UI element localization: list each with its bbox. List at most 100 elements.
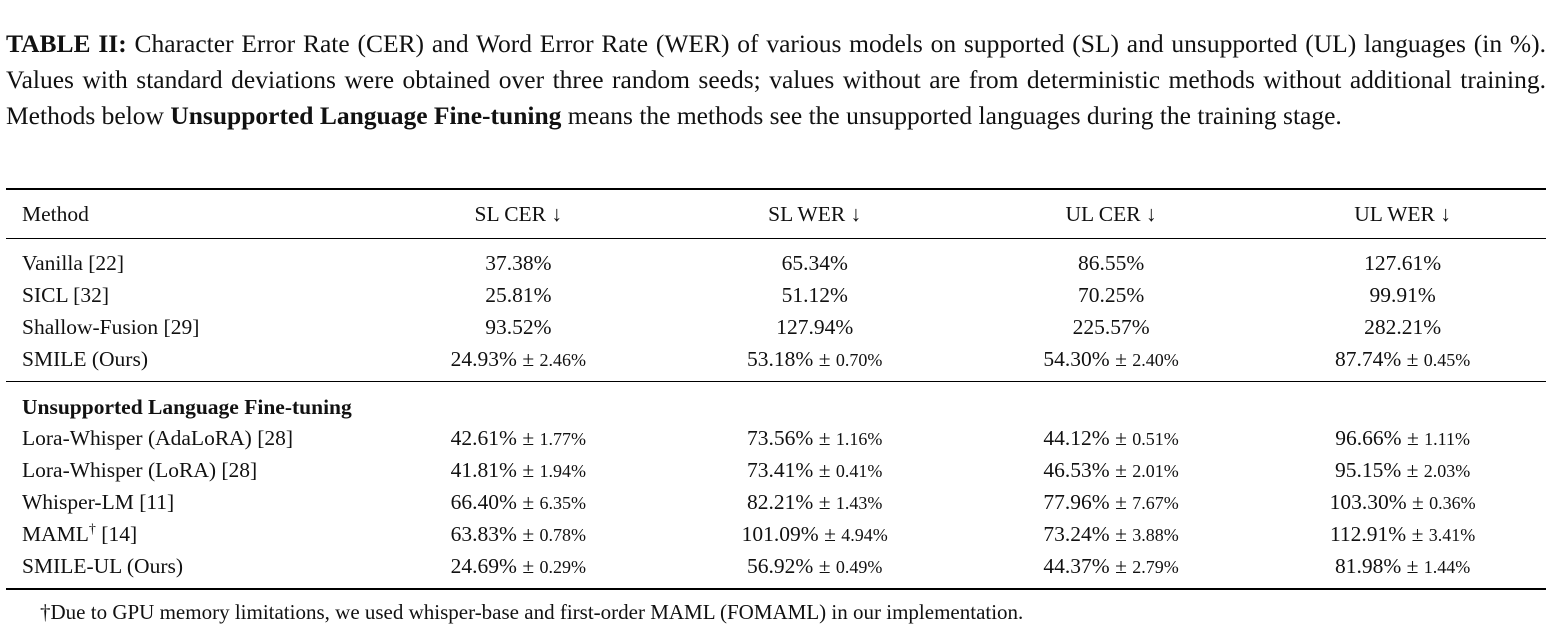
method-cell: Shallow-Fusion [29] <box>6 311 370 343</box>
caption-emphasis: Unsupported Language Fine-tuning <box>170 101 562 130</box>
header-sl-cer: SL CER ↓ <box>370 188 667 239</box>
plus-minus-sign: ± <box>813 553 836 578</box>
table-row: Lora-Whisper (AdaLoRA) [28] 42.61% ± 1.77… <box>6 422 1546 454</box>
plus-minus-sign: ± <box>516 489 540 514</box>
plus-minus-sign: ± <box>1109 521 1133 546</box>
ul-wer-cell: 81.98% ± 1.44% <box>1259 550 1546 590</box>
plus-minus-sign: ± <box>516 425 540 450</box>
ul-wer-cell: 112.91% ± 3.41% <box>1259 518 1546 550</box>
std-deviation: 2.46% <box>539 349 587 370</box>
sl-wer-cell: 82.21% ± 1.43% <box>666 486 963 518</box>
plus-minus-sign: ± <box>818 521 842 546</box>
std-deviation: 6.35% <box>539 492 587 513</box>
ul-cer-cell: 44.12% ± 0.51% <box>963 422 1259 454</box>
sl-wer-cell: 56.92% ± 0.49% <box>666 550 963 590</box>
sl-wer-cell: 51.12% <box>666 279 963 311</box>
value: 112.91% <box>1329 521 1407 546</box>
header-ul-cer: UL CER ↓ <box>962 188 1260 239</box>
method-cell: SMILE-UL (Ours) <box>6 550 371 590</box>
value: 51.12% <box>781 282 848 307</box>
method-name: Shallow-Fusion [29] <box>22 314 200 339</box>
section-heading: Unsupported Language Fine-tuning <box>22 394 352 419</box>
value: 82.21% <box>747 489 814 514</box>
ul-wer-cell: 127.61% <box>1259 239 1546 280</box>
value: 53.18% <box>747 346 814 371</box>
sl-cer-cell: 42.61% ± 1.77% <box>370 422 666 454</box>
std-deviation: 2.79% <box>1132 556 1179 577</box>
plus-minus-sign: ± <box>813 346 836 371</box>
plus-minus-sign: ± <box>1109 553 1133 578</box>
plus-minus-sign: ± <box>1109 489 1133 514</box>
sl-cer-cell: 63.83% ± 0.78% <box>370 518 666 550</box>
table-row: Vanilla [22] 37.38% 65.34% 86.55% 127.61% <box>6 239 1546 280</box>
ul-wer-cell: 99.91% <box>1259 279 1546 311</box>
value: 103.30% <box>1329 489 1407 514</box>
ul-cer-cell: 44.37% ± 2.79% <box>962 550 1260 590</box>
method-cell: Vanilla [22] <box>6 239 370 280</box>
ul-cer-cell: 70.25% <box>963 279 1259 311</box>
sl-wer-cell: 73.56% ± 1.16% <box>666 422 963 454</box>
value: 127.94% <box>776 314 854 339</box>
std-deviation: 2.01% <box>1132 460 1179 481</box>
std-deviation: 1.44% <box>1423 556 1471 577</box>
table-row: MAML† [14] 63.83% ± 0.78% 101.09% ± 4.94% 7… <box>6 518 1546 550</box>
value: 127.61% <box>1364 250 1442 275</box>
table-row: SICL [32] 25.81% 51.12% 70.25% 99.91% <box>6 279 1546 311</box>
section-heading-row: Unsupported Language Fine-tuning <box>6 382 1546 423</box>
method-name: Lora-Whisper (LoRA) [28] <box>22 457 258 482</box>
ul-wer-cell: 103.30% ± 0.36% <box>1259 486 1546 518</box>
table-row: SMILE (Ours) 24.93% ± 2.46% 53.18% ± 0.70%… <box>6 343 1546 382</box>
sl-wer-cell: 101.09% ± 4.94% <box>666 518 963 550</box>
plus-minus-sign: ± <box>813 425 836 450</box>
method-cell: MAML† [14] <box>6 518 370 550</box>
header-row: Method SL CER ↓ SL WER ↓ UL CER ↓ UL WER… <box>6 188 1546 239</box>
std-deviation: 2.03% <box>1423 460 1471 481</box>
value: 77.96% <box>1043 489 1110 514</box>
value: 41.81% <box>450 457 517 482</box>
plus-minus-sign: ± <box>1109 457 1133 482</box>
std-deviation: 0.45% <box>1423 349 1471 370</box>
value: 96.66% <box>1335 425 1402 450</box>
ul-wer-cell: 282.21% <box>1259 311 1546 343</box>
std-deviation: 7.67% <box>1132 492 1179 513</box>
value: 73.24% <box>1043 521 1110 546</box>
value: 44.12% <box>1043 425 1110 450</box>
value: 46.53% <box>1043 457 1110 482</box>
ul-wer-cell: 87.74% ± 0.45% <box>1259 343 1546 382</box>
sl-wer-cell: 73.41% ± 0.41% <box>666 454 963 486</box>
value: 54.30% <box>1043 346 1110 371</box>
plus-minus-sign: ± <box>1109 425 1133 450</box>
std-deviation: 0.49% <box>835 556 883 577</box>
table-row: SMILE-UL (Ours) 24.69% ± 0.29% 56.92% ± 0.… <box>6 550 1546 590</box>
sl-cer-cell: 66.40% ± 6.35% <box>370 486 666 518</box>
method-cell: SMILE (Ours) <box>6 343 371 382</box>
value: 63.83% <box>450 521 517 546</box>
method-cell: Lora-Whisper (LoRA) [28] <box>6 454 370 486</box>
plus-minus-sign: ± <box>1401 346 1424 371</box>
caption-text-part1: Character Error Rate (CER) and Word Erro… <box>6 29 1546 130</box>
ul-cer-cell: 77.96% ± 7.67% <box>963 486 1259 518</box>
std-deviation: 0.51% <box>1132 428 1179 449</box>
baseline-group: Vanilla [22] 37.38% 65.34% 86.55% 127.61% SIC… <box>6 239 1546 382</box>
plus-minus-sign: ± <box>1401 553 1424 578</box>
method-reference: [14] <box>95 521 138 546</box>
ul-cer-cell: 225.57% <box>963 311 1259 343</box>
plus-minus-sign: ± <box>516 553 540 578</box>
value: 73.56% <box>747 425 814 450</box>
table-caption: TABLE II: Character Error Rate (CER) and… <box>6 26 1546 134</box>
table-row: Lora-Whisper (LoRA) [28] 41.81% ± 1.94% 73… <box>6 454 1546 486</box>
ul-wer-cell: 96.66% ± 1.11% <box>1259 422 1546 454</box>
value: 24.93% <box>450 346 517 371</box>
std-deviation: 0.78% <box>539 524 587 545</box>
sl-cer-cell: 24.69% ± 0.29% <box>370 550 667 590</box>
sl-cer-cell: 24.93% ± 2.46% <box>370 343 667 382</box>
sl-wer-cell: 127.94% <box>666 311 963 343</box>
method-name: Whisper-LM [11] <box>22 489 175 514</box>
std-deviation: 3.41% <box>1428 524 1476 545</box>
std-deviation: 1.94% <box>539 460 587 481</box>
value: 70.25% <box>1077 282 1145 307</box>
table-row: Shallow-Fusion [29] 93.52% 127.94% 225.57% 2… <box>6 311 1546 343</box>
value: 282.21% <box>1364 314 1442 339</box>
plus-minus-sign: ± <box>1401 425 1425 450</box>
std-deviation: 1.77% <box>539 428 587 449</box>
